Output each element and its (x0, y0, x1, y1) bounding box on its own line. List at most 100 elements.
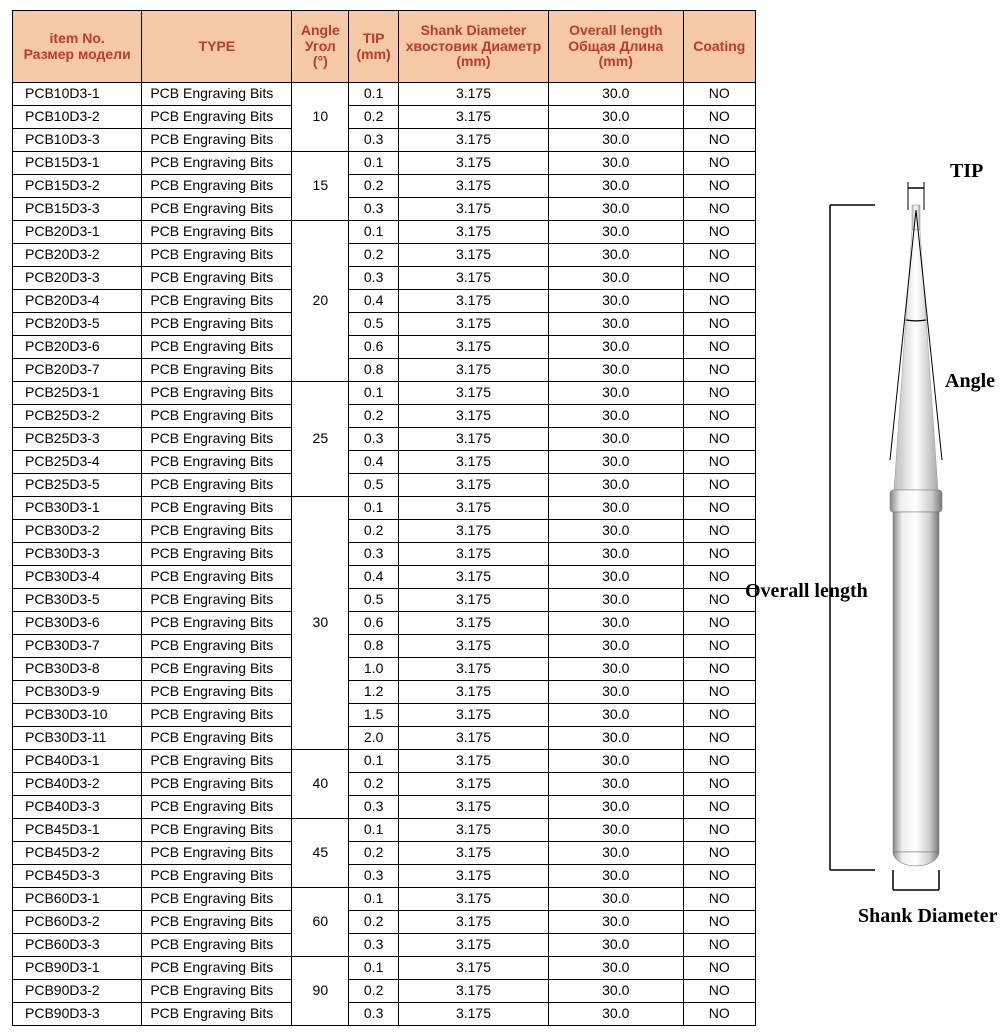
cell-type: PCB Engraving Bits (142, 198, 292, 221)
table-row: PCB20D3-5PCB Engraving Bits0.53.17530.0N… (13, 313, 756, 336)
cell-type: PCB Engraving Bits (142, 290, 292, 313)
cell-item: PCB20D3-1 (13, 221, 142, 244)
table-row: PCB30D3-10PCB Engraving Bits1.53.17530.0… (13, 704, 756, 727)
cell-length: 30.0 (549, 704, 684, 727)
cell-item: PCB45D3-2 (13, 842, 142, 865)
cell-tip: 0.2 (349, 980, 399, 1003)
cell-tip: 0.1 (349, 152, 399, 175)
cell-type: PCB Engraving Bits (142, 520, 292, 543)
cell-shank: 3.175 (398, 589, 548, 612)
cell-type: PCB Engraving Bits (142, 773, 292, 796)
cell-shank: 3.175 (398, 290, 548, 313)
cell-shank: 3.175 (398, 543, 548, 566)
cell-type: PCB Engraving Bits (142, 152, 292, 175)
cell-shank: 3.175 (398, 727, 548, 750)
cell-item: PCB45D3-3 (13, 865, 142, 888)
cell-length: 30.0 (549, 267, 684, 290)
cell-angle: 15 (292, 152, 349, 221)
cell-length: 30.0 (549, 612, 684, 635)
cell-coating: NO (683, 290, 755, 313)
cell-tip: 0.3 (349, 796, 399, 819)
cell-item: PCB60D3-2 (13, 911, 142, 934)
cell-type: PCB Engraving Bits (142, 313, 292, 336)
cell-tip: 0.2 (349, 175, 399, 198)
cell-item: PCB10D3-3 (13, 129, 142, 152)
cell-tip: 1.2 (349, 681, 399, 704)
cell-tip: 0.6 (349, 336, 399, 359)
table-row: PCB45D3-1PCB Engraving Bits450.13.17530.… (13, 819, 756, 842)
table-row: PCB20D3-7PCB Engraving Bits0.83.17530.0N… (13, 359, 756, 382)
cell-angle: 45 (292, 819, 349, 888)
cell-item: PCB20D3-2 (13, 244, 142, 267)
cell-item: PCB25D3-4 (13, 451, 142, 474)
cell-tip: 2.0 (349, 727, 399, 750)
cell-type: PCB Engraving Bits (142, 543, 292, 566)
cell-coating: NO (683, 313, 755, 336)
cell-length: 30.0 (549, 957, 684, 980)
cell-tip: 0.3 (349, 267, 399, 290)
cell-tip: 1.5 (349, 704, 399, 727)
cell-item: PCB20D3-6 (13, 336, 142, 359)
table-row: PCB30D3-8PCB Engraving Bits1.03.17530.0N… (13, 658, 756, 681)
cell-item: PCB15D3-2 (13, 175, 142, 198)
cell-coating: NO (683, 382, 755, 405)
table-row: PCB20D3-3PCB Engraving Bits0.33.17530.0N… (13, 267, 756, 290)
cell-angle: 20 (292, 221, 349, 382)
cell-tip: 0.3 (349, 934, 399, 957)
cell-tip: 0.3 (349, 543, 399, 566)
cell-length: 30.0 (549, 727, 684, 750)
cell-item: PCB10D3-1 (13, 83, 142, 106)
cell-tip: 0.1 (349, 83, 399, 106)
cell-item: PCB90D3-3 (13, 1003, 142, 1026)
table-row: PCB30D3-9PCB Engraving Bits1.23.17530.0N… (13, 681, 756, 704)
table-row: PCB15D3-2PCB Engraving Bits0.23.17530.0N… (13, 175, 756, 198)
cell-coating: NO (683, 704, 755, 727)
table-row: PCB30D3-2PCB Engraving Bits0.23.17530.0N… (13, 520, 756, 543)
cell-shank: 3.175 (398, 796, 548, 819)
cell-shank: 3.175 (398, 405, 548, 428)
cell-item: PCB10D3-2 (13, 106, 142, 129)
cell-length: 30.0 (549, 451, 684, 474)
table-row: PCB40D3-2PCB Engraving Bits0.23.17530.0N… (13, 773, 756, 796)
cell-tip: 0.1 (349, 221, 399, 244)
cell-length: 30.0 (549, 980, 684, 1003)
cell-coating: NO (683, 980, 755, 1003)
cell-coating: NO (683, 83, 755, 106)
cell-tip: 0.4 (349, 451, 399, 474)
table-row: PCB25D3-2PCB Engraving Bits0.23.17530.0N… (13, 405, 756, 428)
table-row: PCB25D3-4PCB Engraving Bits0.43.17530.0N… (13, 451, 756, 474)
cell-type: PCB Engraving Bits (142, 865, 292, 888)
cell-type: PCB Engraving Bits (142, 658, 292, 681)
cell-item: PCB60D3-1 (13, 888, 142, 911)
table-row: PCB25D3-3PCB Engraving Bits0.33.17530.0N… (13, 428, 756, 451)
cell-item: PCB20D3-7 (13, 359, 142, 382)
cell-coating: NO (683, 175, 755, 198)
cell-type: PCB Engraving Bits (142, 635, 292, 658)
cell-type: PCB Engraving Bits (142, 405, 292, 428)
cell-tip: 0.1 (349, 819, 399, 842)
cell-type: PCB Engraving Bits (142, 382, 292, 405)
cell-type: PCB Engraving Bits (142, 129, 292, 152)
cell-length: 30.0 (549, 497, 684, 520)
cell-tip: 0.5 (349, 589, 399, 612)
cell-length: 30.0 (549, 198, 684, 221)
cell-coating: NO (683, 221, 755, 244)
cell-shank: 3.175 (398, 658, 548, 681)
cell-type: PCB Engraving Bits (142, 359, 292, 382)
cell-tip: 0.3 (349, 129, 399, 152)
cell-tip: 0.3 (349, 1003, 399, 1026)
cell-type: PCB Engraving Bits (142, 796, 292, 819)
cell-shank: 3.175 (398, 612, 548, 635)
bit-diagram: TIP Angle Overall length Shank Diameter (760, 0, 1000, 920)
table-row: PCB10D3-3PCB Engraving Bits0.33.17530.0N… (13, 129, 756, 152)
cell-length: 30.0 (549, 405, 684, 428)
cell-shank: 3.175 (398, 336, 548, 359)
cell-shank: 3.175 (398, 1003, 548, 1026)
cell-coating: NO (683, 635, 755, 658)
cell-item: PCB25D3-5 (13, 474, 142, 497)
cell-tip: 0.8 (349, 635, 399, 658)
cell-type: PCB Engraving Bits (142, 681, 292, 704)
cell-tip: 0.2 (349, 520, 399, 543)
cell-tip: 0.3 (349, 198, 399, 221)
cell-length: 30.0 (549, 175, 684, 198)
